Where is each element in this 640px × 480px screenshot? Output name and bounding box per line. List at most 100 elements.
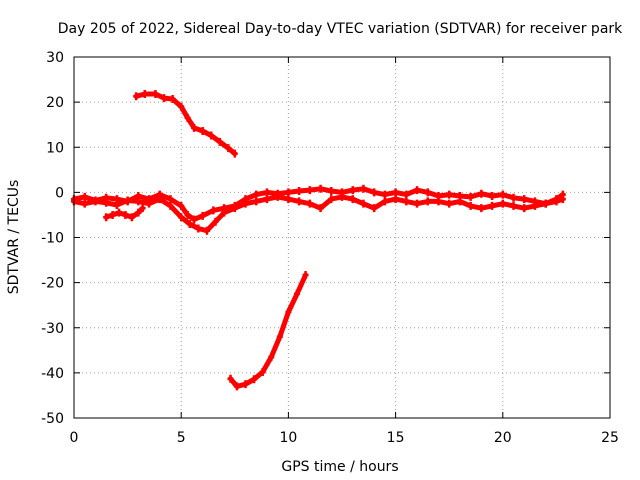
data-point <box>296 197 303 206</box>
data-point <box>446 199 453 208</box>
data-point <box>139 204 146 213</box>
data-point <box>371 204 378 213</box>
data-point <box>124 196 131 205</box>
data-point <box>510 201 517 210</box>
data-point <box>381 197 388 206</box>
data-point <box>178 213 185 222</box>
data-point <box>296 187 303 196</box>
data-point <box>456 197 463 206</box>
data-point <box>285 188 292 197</box>
ticks: 0 5 10 15 20 25 -50 -40 -30 -20 -10 0 10 20 30 <box>41 50 619 446</box>
data-point <box>199 211 206 220</box>
data-point <box>195 224 202 233</box>
data-point <box>146 199 153 208</box>
data-point <box>221 208 228 217</box>
data-point <box>559 195 566 204</box>
data-point <box>103 198 110 207</box>
data-point <box>116 208 123 217</box>
data-point <box>208 131 215 140</box>
data-point <box>317 204 324 213</box>
data-point <box>122 210 129 219</box>
data-point <box>167 195 174 204</box>
data-point <box>191 215 198 224</box>
data-point <box>285 307 292 316</box>
data-point <box>317 184 324 193</box>
data-point <box>251 375 258 384</box>
y-tick-label: 30 <box>46 50 64 66</box>
data-point <box>306 199 313 208</box>
data-point <box>210 206 217 215</box>
data-point <box>231 204 238 213</box>
series-main-upper <box>71 184 566 224</box>
data-point <box>242 199 249 208</box>
data-point <box>446 190 453 199</box>
y-tick-label: 20 <box>46 95 64 111</box>
series-arc-low <box>227 270 309 391</box>
data-point <box>135 208 142 217</box>
data-point <box>499 190 506 199</box>
series-arc-short <box>103 204 146 222</box>
data-point <box>184 210 191 219</box>
x-tick-label: 15 <box>387 430 405 446</box>
data-point <box>302 270 309 279</box>
data-point <box>274 192 281 201</box>
y-tick-label: -40 <box>41 366 64 382</box>
y-tick-label: -20 <box>41 276 64 292</box>
data-point <box>521 195 528 204</box>
data-point <box>349 186 356 195</box>
data-point <box>371 188 378 197</box>
data-point <box>478 189 485 198</box>
data-point <box>184 113 191 122</box>
x-tick-label: 20 <box>494 430 512 446</box>
data-point <box>242 380 249 389</box>
series-main-lower <box>71 192 566 235</box>
data-point <box>203 226 210 235</box>
x-tick-label: 25 <box>601 430 619 446</box>
data-point <box>263 188 270 197</box>
y-axis-title: SDTVAR / TECUs <box>6 180 22 295</box>
y-tick-label: 10 <box>46 140 64 156</box>
data-point <box>141 90 148 99</box>
data-point <box>521 204 528 213</box>
data-point <box>259 367 266 376</box>
data-point <box>542 199 549 208</box>
x-tick-label: 10 <box>279 430 297 446</box>
data-point <box>152 90 159 99</box>
data-point <box>339 192 345 201</box>
data-point <box>424 197 431 206</box>
data-point <box>263 195 270 204</box>
data-point <box>128 213 135 222</box>
data-point <box>276 332 283 341</box>
data-point <box>478 204 485 213</box>
data-point <box>233 382 240 391</box>
data-point <box>81 199 88 208</box>
x-axis-title: GPS time / hours <box>281 459 398 475</box>
data-point <box>328 195 335 204</box>
data-point <box>360 199 367 208</box>
y-tick-label: -30 <box>41 321 64 337</box>
data-point <box>531 201 538 210</box>
data-point <box>178 102 185 111</box>
data-point <box>81 192 88 201</box>
data-point <box>424 188 431 197</box>
data-point <box>392 188 399 197</box>
data-point <box>285 195 292 204</box>
series-arc-high <box>133 90 238 158</box>
data-point <box>403 190 410 199</box>
data-point <box>268 353 275 362</box>
y-tick-label: 0 <box>55 185 64 201</box>
data-point <box>381 190 388 199</box>
data-point <box>489 201 496 210</box>
data-point <box>403 197 410 206</box>
data-point <box>253 197 260 206</box>
data-point <box>186 219 193 228</box>
data-point <box>467 192 474 201</box>
series-band <box>228 272 309 389</box>
data-point <box>167 201 174 210</box>
data-point <box>212 217 219 226</box>
y-tick-label: -50 <box>41 411 64 427</box>
data-point <box>133 92 140 101</box>
x-tick-label: 5 <box>177 430 186 446</box>
